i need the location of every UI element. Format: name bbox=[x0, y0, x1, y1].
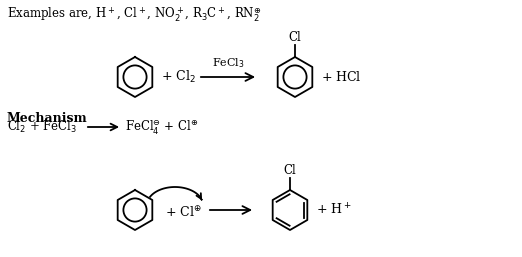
Text: Cl: Cl bbox=[289, 31, 301, 44]
Text: $+$ HCl: $+$ HCl bbox=[321, 70, 362, 84]
Text: Mechanism: Mechanism bbox=[7, 112, 88, 125]
Text: $+$ Cl$_2$: $+$ Cl$_2$ bbox=[161, 69, 196, 85]
Text: $+$ H$^+$: $+$ H$^+$ bbox=[316, 202, 351, 218]
Text: Cl$_2$ + FeCl$_3$: Cl$_2$ + FeCl$_3$ bbox=[7, 119, 77, 135]
Text: $+$ Cl$^{\oplus}$: $+$ Cl$^{\oplus}$ bbox=[165, 205, 201, 219]
Text: FeCl$_4^{\ominus}$ $+$ Cl$^{\oplus}$: FeCl$_4^{\ominus}$ $+$ Cl$^{\oplus}$ bbox=[125, 118, 198, 136]
Text: Cl: Cl bbox=[283, 164, 296, 177]
Text: Examples are, H$^+$, Cl$^+$, NO$_2^+$, R$_3$C$^+$, RN$_2^{\oplus}$: Examples are, H$^+$, Cl$^+$, NO$_2^+$, R… bbox=[7, 5, 262, 24]
Text: FeCl$_3$: FeCl$_3$ bbox=[211, 56, 244, 70]
